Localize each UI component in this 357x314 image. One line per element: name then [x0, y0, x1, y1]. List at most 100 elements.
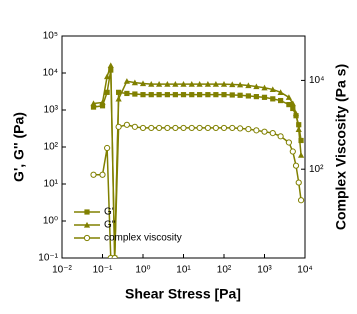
- marker: [204, 81, 211, 87]
- marker: [278, 97, 284, 104]
- marker: [285, 94, 292, 100]
- marker: [99, 171, 106, 178]
- marker: [99, 99, 106, 106]
- marker: [269, 86, 276, 93]
- marker: [221, 92, 227, 98]
- marker: [213, 92, 219, 98]
- marker: [99, 103, 106, 109]
- legend-label: G': [104, 207, 114, 218]
- marker: [245, 93, 251, 99]
- marker: [188, 124, 195, 132]
- marker: [104, 73, 111, 80]
- marker: [148, 92, 154, 98]
- x-axis-title: Shear Stress [Pa]: [125, 286, 241, 302]
- x-tick-label: 10⁰: [135, 265, 150, 276]
- legend-marker: [83, 221, 91, 228]
- y2-axis-title: Complex Viscosity (Pa s): [333, 64, 349, 230]
- marker: [253, 83, 260, 90]
- marker: [237, 125, 244, 132]
- x-tick-label: 10⁻²: [52, 265, 72, 276]
- marker: [164, 92, 170, 98]
- marker: [237, 92, 243, 98]
- marker: [131, 123, 138, 130]
- marker: [245, 82, 252, 89]
- marker: [132, 91, 138, 97]
- marker: [290, 105, 296, 112]
- marker: [253, 94, 259, 100]
- marker: [297, 152, 305, 158]
- marker: [196, 124, 203, 132]
- marker: [156, 124, 163, 132]
- series-line: [93, 69, 302, 258]
- marker: [148, 81, 155, 87]
- marker: [261, 128, 268, 135]
- marker: [111, 254, 118, 258]
- marker: [269, 130, 276, 137]
- marker: [220, 124, 228, 132]
- marker: [261, 94, 268, 100]
- legend-label: complex viscosity: [104, 233, 182, 244]
- marker: [212, 81, 219, 87]
- marker: [139, 124, 147, 132]
- marker: [139, 80, 147, 87]
- marker: [124, 90, 130, 97]
- marker: [188, 81, 195, 87]
- marker: [295, 126, 302, 132]
- marker: [107, 62, 114, 69]
- marker: [189, 92, 195, 98]
- marker: [172, 81, 179, 87]
- marker: [229, 124, 236, 132]
- y2-tick-label: 10⁴: [309, 75, 324, 86]
- marker: [253, 127, 260, 134]
- marker: [289, 100, 296, 107]
- marker: [220, 81, 228, 87]
- marker: [245, 126, 252, 133]
- y2-tick-label: 10²: [309, 164, 324, 175]
- marker: [205, 92, 211, 98]
- marker: [104, 144, 111, 152]
- x-tick-label: 10⁻¹: [93, 265, 113, 276]
- marker: [140, 92, 146, 98]
- marker: [115, 95, 122, 102]
- y-tick-label: 10⁴: [43, 68, 58, 79]
- marker: [286, 101, 292, 108]
- x-tick-label: 10²: [217, 265, 232, 276]
- marker: [115, 123, 122, 130]
- marker: [131, 79, 138, 86]
- marker: [270, 96, 276, 102]
- marker: [292, 162, 300, 169]
- marker: [172, 92, 178, 98]
- marker: [229, 81, 236, 88]
- marker: [172, 124, 179, 132]
- marker: [229, 92, 235, 98]
- marker: [261, 84, 268, 91]
- marker: [90, 100, 97, 107]
- marker: [237, 81, 244, 88]
- legend-marker: [83, 234, 91, 242]
- legend-marker: [84, 209, 90, 215]
- marker: [204, 124, 211, 132]
- marker: [295, 179, 302, 186]
- marker: [148, 124, 155, 132]
- marker: [180, 92, 187, 98]
- marker: [104, 89, 110, 95]
- marker: [123, 78, 130, 84]
- marker: [296, 122, 302, 128]
- marker: [156, 92, 162, 98]
- marker: [292, 110, 300, 117]
- y-tick-label: 10¹: [44, 179, 59, 190]
- y-tick-label: 10²: [44, 142, 59, 153]
- y-tick-label: 10⁵: [43, 31, 58, 42]
- marker: [212, 124, 219, 132]
- marker: [164, 124, 171, 132]
- x-tick-label: 10⁴: [297, 265, 312, 276]
- marker: [285, 139, 292, 146]
- marker: [277, 89, 284, 95]
- marker: [298, 137, 304, 144]
- y-tick-label: 10³: [44, 105, 59, 116]
- marker: [197, 92, 203, 98]
- marker: [297, 197, 305, 204]
- marker: [123, 121, 130, 128]
